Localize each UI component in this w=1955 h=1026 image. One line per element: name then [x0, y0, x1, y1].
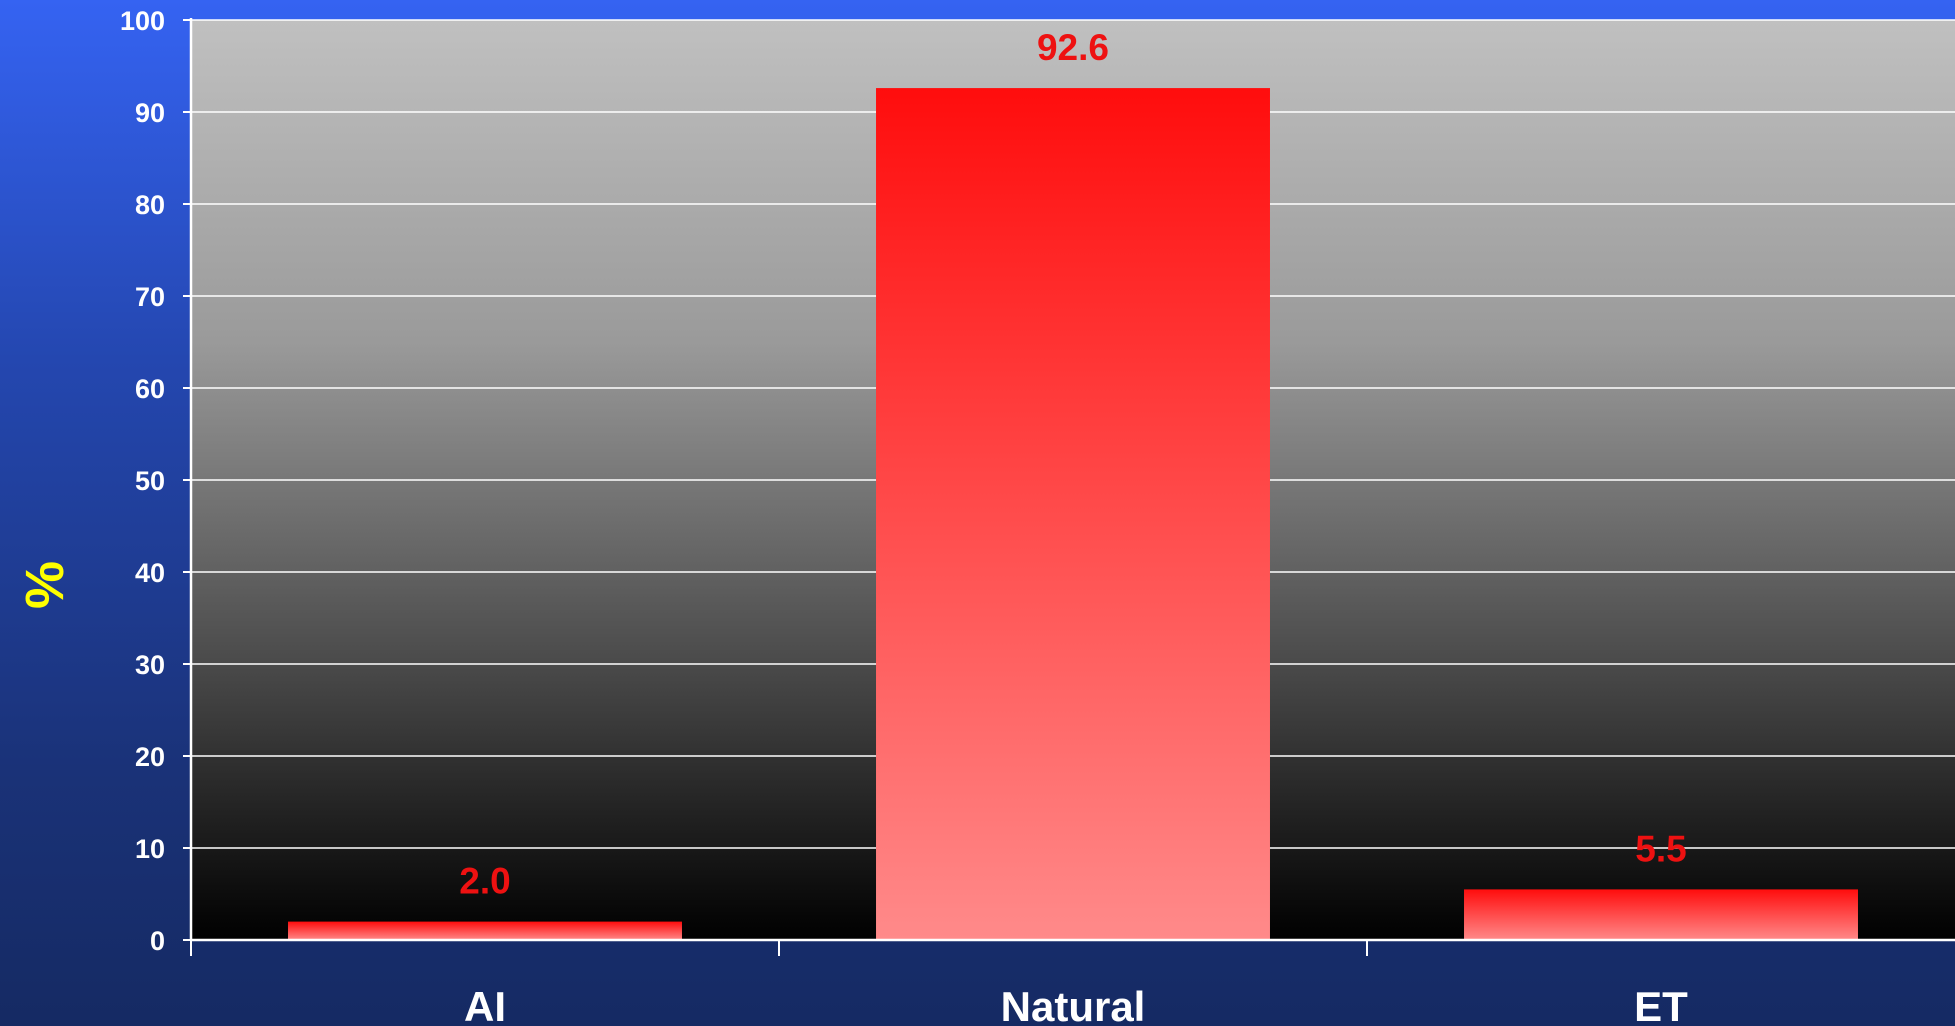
- y-tick-label: 10: [135, 834, 165, 864]
- y-tick-label: 20: [135, 742, 165, 772]
- y-tick-label: 100: [120, 6, 165, 36]
- bars: [288, 88, 1858, 940]
- bar-natural: [876, 88, 1270, 940]
- data-label: 2.0: [459, 861, 510, 902]
- y-tick-label: 60: [135, 374, 165, 404]
- x-category-label: ET: [1634, 983, 1688, 1026]
- y-tick-label: 90: [135, 98, 165, 128]
- x-category-label: AI: [464, 983, 506, 1026]
- axes: [183, 18, 1955, 956]
- y-tick-label: 50: [135, 466, 165, 496]
- y-tick-label: 30: [135, 650, 165, 680]
- bar-ai: [288, 921, 682, 940]
- y-tick-label: 40: [135, 558, 165, 588]
- data-label: 92.6: [1037, 27, 1109, 68]
- bar-et: [1464, 889, 1858, 940]
- y-axis-title: %: [15, 561, 75, 609]
- x-category-label: Natural: [1001, 983, 1146, 1026]
- y-tick-label: 0: [150, 926, 165, 956]
- labels: 0 10 20 30 40 50 60 70 80 90 100 2.0 AI 92.6 Natural 5.…: [120, 6, 1688, 1026]
- data-label: 5.5: [1635, 828, 1686, 869]
- y-tick-label: 80: [135, 190, 165, 220]
- y-tick-label: 70: [135, 282, 165, 312]
